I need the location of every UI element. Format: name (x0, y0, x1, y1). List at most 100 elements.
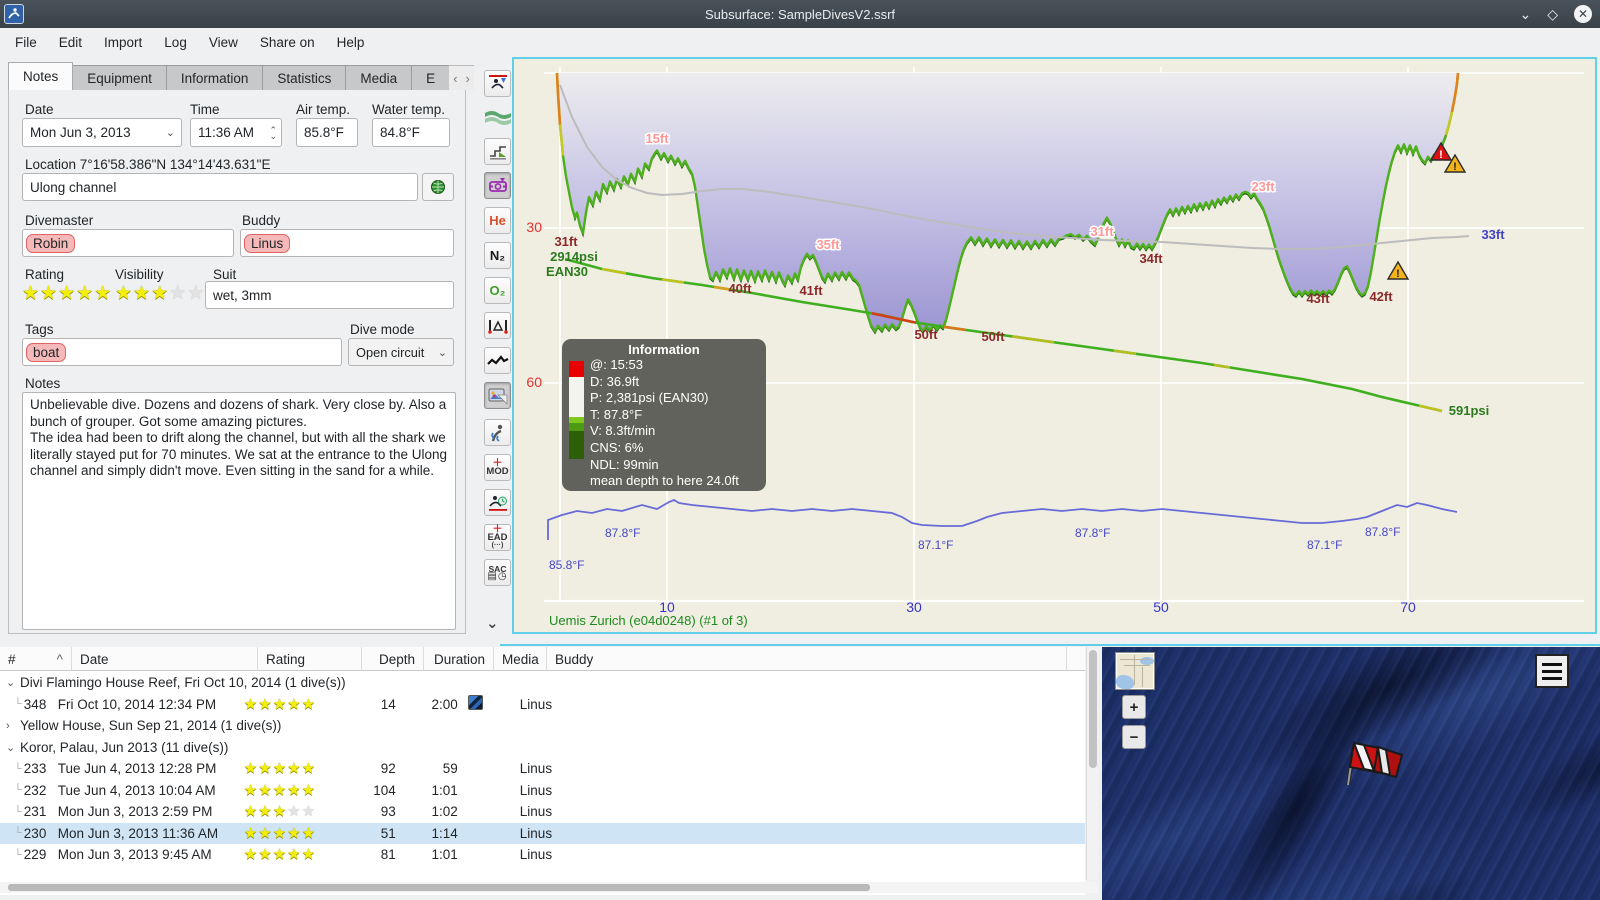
column-header-media[interactable]: Media (494, 647, 547, 671)
tab-e[interactable]: E (411, 65, 451, 90)
deco-time-icon[interactable] (484, 489, 511, 516)
oxygen-graph-icon[interactable]: O₂ (484, 277, 511, 304)
menu-help[interactable]: Help (336, 35, 365, 50)
tab-equipment[interactable]: Equipment (72, 65, 167, 90)
tab-information[interactable]: Information (165, 65, 264, 90)
photos-icon[interactable] (484, 382, 511, 409)
sac-icon[interactable]: SAC ▤◷ (484, 559, 511, 586)
close-button[interactable]: ✕ (1574, 5, 1592, 23)
column-header-date[interactable]: Date (72, 647, 258, 671)
dive-profile-chart[interactable]: 30 60 10 30 50 70 15ft 31ft 2914psi EAN30 40ft 41ft… (512, 57, 1597, 634)
map-zoom-out-button[interactable]: − (1122, 725, 1146, 749)
column-header-rating[interactable]: Rating (258, 647, 362, 671)
dive-flag-marker[interactable] (1340, 727, 1410, 797)
column-header-buddy[interactable]: Buddy (547, 647, 1067, 671)
nitrogen-graph-icon[interactable]: N₂ (484, 242, 511, 269)
dive-buddy: Linus (519, 804, 553, 820)
dive-row[interactable]: └ 231 Mon Jun 3, 2013 2:59 PM ★★★★★ 93 1:02 Li… (14, 803, 553, 821)
column-header-depth[interactable]: Depth (362, 647, 424, 671)
maximize-button[interactable]: ◇ (1547, 6, 1558, 22)
date-label: Date (25, 102, 54, 117)
tab-notes[interactable]: Notes (8, 62, 74, 90)
menu-view[interactable]: View (208, 35, 238, 50)
globe-button[interactable] (422, 173, 454, 201)
star-icon: ★ (258, 846, 273, 864)
visibility-stars[interactable]: ★ ★ ★ ★ ★ (115, 284, 204, 303)
dive-row[interactable]: └ 230 Mon Jun 3, 2013 11:36 AM ★★★★★ 51 1:14 L… (0, 822, 1085, 844)
dive-row[interactable]: └ 232 Tue Jun 4, 2013 10:04 AM ★★★★★ 104 1:01… (14, 781, 553, 799)
dc-ceiling-icon[interactable] (484, 70, 511, 97)
tab-statistics[interactable]: Statistics (262, 65, 347, 90)
ceiling-increments-icon[interactable] (484, 172, 511, 199)
watertemp-label: Water temp. (372, 102, 446, 117)
notes-textarea[interactable]: Unbelievable dive. Dozens and dozens of … (22, 392, 456, 630)
info-box-row: @: 15:53 (590, 357, 643, 372)
spin-arrows-icon[interactable]: ⌃ ⌄ (269, 124, 277, 141)
trip-row[interactable]: ⌄ Divi Flamingo House Reef, Fri Oct 10, 2… (0, 672, 1085, 694)
tab-scroll-left-icon[interactable]: ‹ (453, 70, 458, 86)
dive-row[interactable]: └ 233 Tue Jun 4, 2013 12:28 PM ★★★★★ 92 59 Lin… (14, 760, 553, 778)
dive-rating: ★★★★★ (244, 761, 344, 776)
ead-icon[interactable]: ＋ EAD (···) (484, 524, 511, 551)
date-combobox[interactable]: Mon Jun 3, 2013 ⌄ (22, 118, 182, 147)
tags-input[interactable]: boat (22, 338, 342, 366)
map-zoom-in-button[interactable]: + (1122, 695, 1146, 719)
location-input[interactable]: Ulong channel (22, 173, 418, 201)
rating-stars[interactable]: ★ ★ ★ ★ ★ (22, 284, 111, 303)
dive-site-map[interactable]: + − (1102, 647, 1600, 900)
menu-import[interactable]: Import (104, 35, 143, 50)
menu-file[interactable]: File (15, 35, 37, 50)
dive-list-horizontal-scrollbar[interactable] (0, 882, 1098, 893)
dive-list-vertical-scrollbar[interactable] (1086, 647, 1098, 880)
media-thumbnail-icon[interactable] (467, 695, 483, 711)
star-icon: ★ (258, 824, 273, 842)
airtemp-field[interactable]: 85.8°F (296, 118, 358, 147)
buddy-input[interactable]: Linus (240, 229, 454, 257)
airtemp-label: Air temp. (296, 102, 351, 117)
buddy-tag[interactable]: Linus (244, 233, 291, 253)
tab-media[interactable]: Media (345, 65, 413, 90)
chevron-down-icon[interactable]: ⌄ (6, 677, 16, 690)
dive-buddy: Linus (519, 761, 553, 777)
star-icon: ★ (272, 695, 288, 713)
dive-mode-icon[interactable] (484, 419, 511, 446)
tag-boat[interactable]: boat (26, 342, 67, 362)
menu-log[interactable]: Log (164, 35, 187, 50)
tissues-icon[interactable] (484, 138, 511, 165)
toolbar-collapse-button[interactable]: ⌄ (486, 615, 499, 632)
menubar: File Edit Import Log View Share on Help (0, 28, 1600, 57)
chevron-right-icon[interactable]: › (6, 719, 10, 732)
column-header-duration[interactable]: Duration (424, 647, 494, 671)
column-header-num[interactable]: # ^ (0, 647, 72, 671)
divemaster-input[interactable]: Robin (22, 229, 234, 257)
scrollbar-thumb[interactable] (1089, 650, 1097, 768)
suit-input[interactable]: wet, 3mm (205, 281, 454, 309)
chevron-down-icon[interactable]: ⌄ (6, 741, 16, 754)
panel-splitter[interactable] (500, 644, 1600, 646)
helium-graph-icon[interactable]: He (484, 207, 511, 234)
scrollbar-thumb[interactable] (8, 884, 870, 891)
dive-duration: 1:01 (431, 847, 458, 863)
svg-text:!: ! (1439, 149, 1443, 161)
dive-number: 233 (23, 761, 47, 777)
overview-minimap[interactable] (1115, 652, 1155, 690)
dive-row[interactable]: └ 348 Fri Oct 10, 2014 12:34 PM ★★★★★ 14 2:00… (14, 695, 553, 713)
heart-rate-icon[interactable] (484, 347, 511, 374)
dive-row[interactable]: └ 229 Mon Jun 3, 2013 9:45 AM ★★★★★ 81 1:01 Li… (14, 846, 553, 864)
minimize-button[interactable]: ⌄ (1519, 6, 1532, 22)
trip-row[interactable]: ⌄ Koror, Palau, Jun 2013 (11 dive(s)) (0, 737, 1085, 759)
mod-icon[interactable]: ＋ MOD (484, 454, 511, 481)
trip-row[interactable]: › Yellow House, Sun Sep 21, 2014 (1 dive(… (0, 715, 1085, 737)
divemaster-tag[interactable]: Robin (26, 233, 76, 253)
calculated-ceiling-icon[interactable] (484, 104, 511, 131)
tab-scroll-right-icon[interactable]: › (465, 70, 470, 86)
menu-share-on[interactable]: Share on (259, 35, 315, 50)
time-spinbox[interactable]: 11:36 AM ⌃ ⌄ (190, 118, 282, 147)
star-icon: ★ (272, 846, 288, 864)
menu-edit[interactable]: Edit (58, 35, 83, 50)
map-layers-button[interactable] (1535, 654, 1569, 688)
divemode-combobox[interactable]: Open circuit ⌄ (348, 338, 454, 366)
ruler-icon[interactable] (484, 312, 511, 339)
watertemp-field[interactable]: 84.8°F (372, 118, 450, 147)
star-icon: ★ (115, 283, 133, 304)
